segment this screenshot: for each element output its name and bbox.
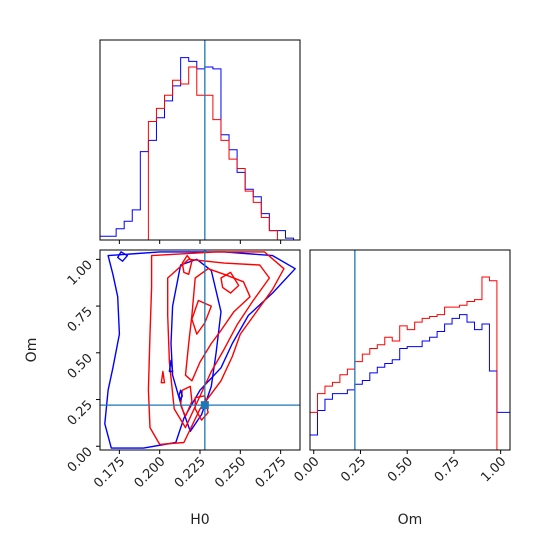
h0-histogram-marks	[99, 40, 300, 241]
contour-x-ticks: 0.175 0.200 0.225 0.250 0.275	[91, 450, 289, 491]
om-axis-tick-label-left: 0.25	[65, 398, 96, 429]
om-histogram-ticks: 0.00 0.25 0.50 0.75 1.00	[291, 450, 509, 485]
contour-blue-level	[116, 251, 129, 262]
truth-marker	[200, 401, 209, 410]
om-histogram-blue-series	[309, 314, 511, 450]
om-axis-tick-label: 1.00	[478, 454, 509, 485]
om-axis-tick-label: 0.25	[338, 454, 369, 485]
om-axis-tick-label-left: 1.00	[65, 258, 96, 289]
contour-blue-level	[104, 251, 296, 449]
h0-histogram-blue-series	[99, 57, 300, 241]
contour-red-level	[191, 299, 213, 335]
om-histogram-red-series	[309, 276, 510, 451]
contour-red-level	[181, 254, 193, 275]
om-histogram-marks	[309, 250, 511, 451]
om-axis-title-bottom: Om	[398, 512, 423, 528]
contour-red-level	[166, 258, 271, 429]
h0-histogram-panel	[99, 39, 301, 244]
contour-blue-level	[178, 389, 184, 401]
contour-blue-level	[168, 359, 174, 373]
contour-lines	[104, 251, 296, 449]
om-axis-title-left: Om	[24, 338, 40, 363]
h0-axis-title: H0	[190, 512, 209, 528]
h0-om-contour-panel: 0.175 0.200 0.225 0.250 0.275 0.000.250.500.…	[65, 249, 301, 491]
h0-axis-tick-label: 0.225	[172, 454, 209, 491]
om-axis-tick-label: 0.00	[291, 454, 322, 485]
contour-red-level	[220, 271, 240, 294]
contour-red-level	[160, 370, 166, 384]
h0-axis-tick-label: 0.275	[253, 454, 290, 491]
h0-axis-tick-label: 0.175	[91, 454, 128, 491]
contour-red-level	[179, 385, 193, 418]
h0-histogram-ticks	[118, 240, 282, 244]
om-histogram-panel: 0.00 0.25 0.50 0.75 1.00	[291, 249, 511, 485]
h0-axis-tick-label: 0.250	[212, 454, 249, 491]
contour-y-ticks: 0.00 0.25 0.50 0.75 1.00	[65, 258, 100, 476]
om-axis-tick-label-left: 0.75	[65, 304, 96, 335]
contour-frame	[99, 249, 301, 451]
om-axis-tick-label-left: 0.50	[65, 351, 96, 382]
om-axis-tick-label: 0.75	[432, 454, 463, 485]
contour-red-level	[147, 251, 285, 446]
h0-axis-tick-label: 0.200	[132, 454, 169, 491]
om-axis-tick-label-left: 0.00	[65, 444, 96, 475]
h0-histogram-red-series	[100, 66, 300, 241]
h0-histogram-frame	[99, 39, 301, 241]
om-histogram-frame	[309, 249, 511, 451]
contour-blue-level	[170, 258, 222, 432]
contour-marks	[100, 250, 300, 450]
contour-red-level	[184, 268, 251, 382]
om-axis-tick-label: 0.50	[385, 454, 416, 485]
